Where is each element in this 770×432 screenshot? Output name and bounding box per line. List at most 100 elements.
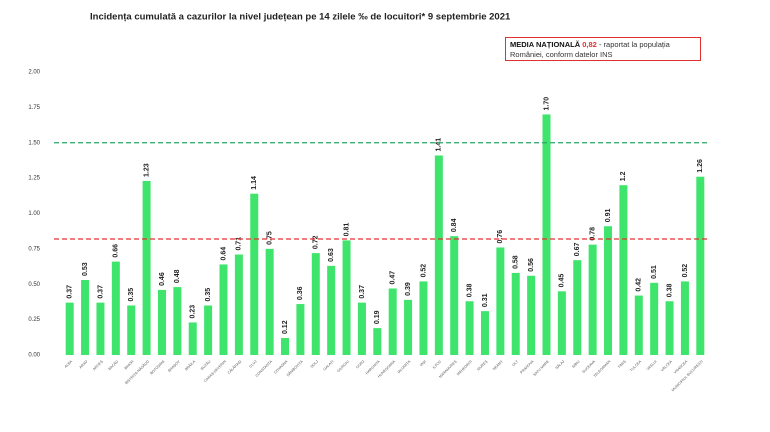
y-tick-label: 2.00	[28, 70, 40, 76]
annotation-text: - raportat la populația României, confor…	[510, 40, 670, 59]
y-tick-label: 0.25	[28, 317, 40, 323]
x-tick-label: Călărași	[227, 360, 242, 375]
value-label: 0.12	[282, 320, 289, 334]
value-label: 0.58	[513, 255, 520, 269]
annotation-label: MEDIA NAȚIONALĂ	[510, 40, 581, 49]
bar	[81, 280, 90, 355]
value-label: 0.84	[451, 218, 458, 232]
x-tick-label: Bihor	[124, 359, 135, 370]
x-tick-label: Neamț	[492, 359, 504, 371]
x-tick-label: Iași	[419, 360, 427, 368]
value-label: 0.53	[82, 262, 89, 276]
annotation-value: 0,82	[582, 40, 597, 49]
x-tick-label: Argeș	[92, 359, 104, 371]
value-label: 0.52	[682, 264, 689, 278]
y-tick-label: 1.50	[28, 140, 40, 146]
bar	[404, 299, 413, 355]
bar	[111, 261, 120, 355]
x-tick-label: Dolj	[310, 359, 319, 368]
value-label: 0.47	[390, 271, 397, 285]
x-tick-label: Constanța	[255, 359, 274, 378]
value-label: 1.26	[697, 159, 704, 173]
bar	[588, 244, 597, 355]
x-tick-label: Galați	[323, 360, 335, 372]
annotation: MEDIA NAȚIONALĂ 0,82 - raportat la popul…	[505, 37, 701, 61]
value-label: 0.19	[374, 310, 381, 324]
x-tick-label: Municipiul București	[671, 360, 704, 393]
bar	[619, 185, 628, 355]
x-tick-label: Timiș	[617, 359, 627, 369]
bar	[650, 282, 659, 355]
value-label: 0.36	[297, 286, 304, 300]
bar	[573, 260, 582, 355]
bar	[450, 236, 459, 355]
bar	[388, 288, 397, 355]
y-tick-label: 1.25	[28, 176, 40, 182]
value-label: 0.91	[605, 209, 612, 223]
value-label: 0.38	[666, 283, 673, 297]
bar	[419, 281, 428, 355]
value-label: 0.56	[528, 258, 535, 272]
bar	[250, 193, 259, 355]
x-tick-label: Vrancea	[673, 359, 689, 375]
value-label: 0.35	[205, 288, 212, 302]
value-label: 0.37	[97, 285, 104, 299]
bar	[696, 176, 705, 355]
value-label: 0.51	[651, 265, 658, 279]
bar	[157, 289, 166, 355]
value-label: 1.2	[620, 171, 627, 181]
x-tick-label: Arad	[79, 359, 89, 369]
value-label: 1.14	[251, 176, 258, 190]
bar	[434, 155, 443, 355]
x-tick-label: Cluj	[248, 359, 257, 368]
value-label: 0.76	[497, 230, 504, 244]
value-label: 0.81	[343, 223, 350, 237]
bar	[357, 302, 366, 355]
value-label: 0.46	[159, 272, 166, 286]
value-label: 0.71	[236, 237, 243, 251]
x-tick-label: Suceava	[581, 359, 596, 374]
bar	[281, 338, 290, 355]
x-tick-label: Brașov	[167, 359, 181, 373]
value-label: 0.75	[266, 231, 273, 245]
x-tick-label: Bacău	[108, 359, 120, 371]
y-tick-label: 0.50	[28, 282, 40, 288]
bar	[342, 240, 351, 355]
value-label: 0.35	[128, 288, 135, 302]
bar	[557, 291, 566, 355]
x-tick-label: Mureș	[476, 359, 488, 371]
value-label: 0.42	[636, 278, 643, 292]
value-label: 1.41	[436, 138, 443, 152]
x-tick-label: Ialomița	[397, 359, 412, 374]
x-tick-label: Olt	[512, 359, 520, 367]
x-tick-label: Giurgiu	[336, 359, 350, 373]
y-tick-label: 1.75	[28, 105, 40, 111]
x-tick-label: Alba	[64, 359, 74, 369]
bar	[527, 275, 536, 355]
x-tick-label: Botoșani	[149, 360, 165, 376]
bar	[142, 180, 151, 355]
bar	[634, 295, 643, 355]
y-tick-label: 0.75	[28, 246, 40, 252]
bar	[96, 302, 105, 355]
bar	[219, 264, 228, 355]
value-label: 0.78	[589, 227, 596, 241]
value-label: 0.37	[359, 285, 366, 299]
chart-title: Incidența cumulată a cazurilor la nivel …	[90, 12, 511, 23]
value-label: 0.66	[113, 244, 120, 258]
x-tick-label: Sălaj	[555, 359, 566, 370]
value-label: 0.67	[574, 242, 581, 256]
bar	[373, 328, 382, 355]
y-tick-label: 1.00	[28, 211, 40, 217]
bar	[465, 301, 474, 355]
bar	[204, 305, 213, 355]
value-label: 1.70	[543, 97, 550, 111]
value-label: 0.64	[220, 247, 227, 261]
x-tick-label: Brăila	[184, 359, 196, 371]
bar	[511, 272, 520, 355]
x-tick-label: Gorj	[355, 359, 365, 369]
value-label: 0.63	[328, 248, 335, 262]
bar	[665, 301, 674, 355]
bar	[296, 304, 305, 355]
